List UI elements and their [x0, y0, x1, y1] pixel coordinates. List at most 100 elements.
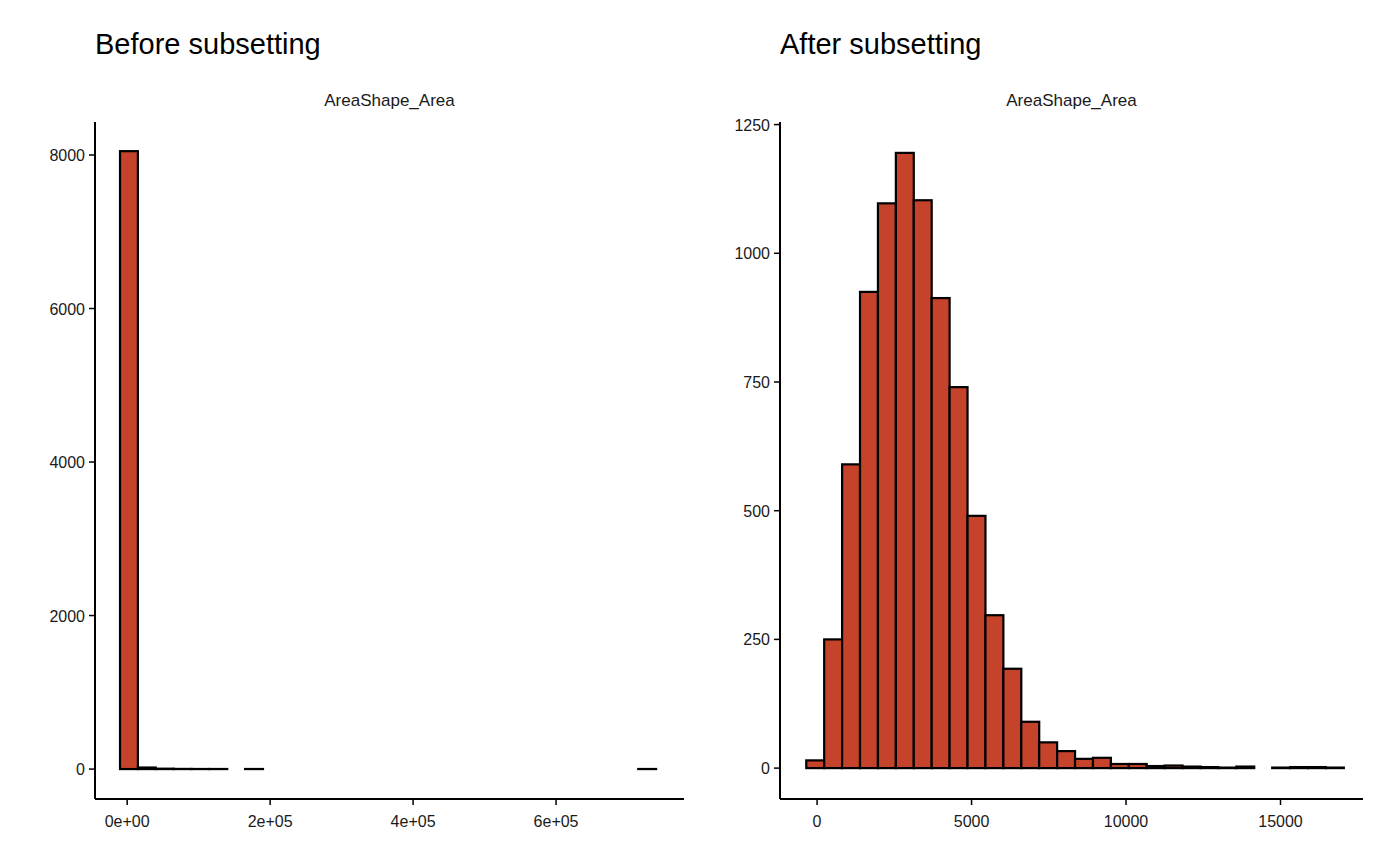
y-tick — [774, 639, 780, 641]
bar — [156, 768, 174, 771]
bar — [406, 768, 424, 770]
x-tick-label: 6e+05 — [534, 813, 579, 830]
bar — [138, 768, 156, 770]
y-tick — [89, 154, 95, 156]
bar — [1183, 767, 1201, 769]
x-tick-label: 0e+00 — [105, 813, 150, 830]
bar — [896, 153, 914, 768]
bar — [191, 768, 209, 770]
bar — [334, 768, 352, 770]
y-tick-label: 250 — [743, 631, 770, 648]
x-tick-label: 4e+05 — [391, 813, 436, 830]
x-axis-line — [95, 798, 684, 800]
bar — [1147, 766, 1165, 768]
x-tick-label: 0 — [813, 813, 822, 830]
x-tick — [555, 799, 557, 805]
y-tick-label: 1250 — [734, 117, 770, 134]
bar — [603, 768, 621, 770]
bar — [1326, 766, 1344, 769]
y-tick-label: 0 — [76, 761, 85, 778]
y-tick-label: 750 — [743, 374, 770, 391]
bar — [442, 768, 460, 770]
y-tick — [774, 124, 780, 126]
x-tick-label: 5000 — [954, 813, 990, 830]
y-tick — [89, 768, 95, 770]
y-tick — [89, 308, 95, 310]
x-tick-label: 15000 — [1258, 813, 1303, 830]
x-tick — [816, 799, 818, 805]
x-tick — [126, 799, 128, 805]
bar — [513, 768, 531, 770]
panel: Before subsetting AreaShape_Area 0 2000 4000… — [49, 28, 684, 830]
bar — [985, 615, 1003, 768]
y-tick-label: 0 — [761, 760, 770, 777]
x-tick — [1280, 799, 1282, 805]
bar — [1057, 751, 1075, 768]
y-tick-label: 2000 — [49, 608, 85, 625]
bar — [1236, 767, 1254, 769]
y-tick-label: 1000 — [734, 245, 770, 262]
bar — [388, 768, 406, 770]
y-axis-line — [779, 122, 781, 799]
bar — [585, 768, 603, 770]
x-tick — [269, 799, 271, 805]
bar — [317, 768, 335, 770]
y-tick-label: 500 — [743, 503, 770, 520]
bar — [424, 768, 442, 770]
x-tick-label: 10000 — [1104, 813, 1149, 830]
strip-label: AreaShape_Area — [1006, 91, 1137, 110]
bar — [549, 768, 567, 770]
title: Before subsetting — [95, 28, 321, 60]
bar — [1272, 766, 1290, 769]
bar — [477, 768, 495, 770]
y-tick — [89, 461, 95, 463]
bars — [806, 153, 1344, 768]
bar — [245, 768, 263, 770]
bar — [263, 768, 281, 770]
bar — [1003, 669, 1021, 768]
panel: After subsetting AreaShape_Area 0 250 500 750… — [734, 28, 1363, 830]
x-tick-label: 2e+05 — [248, 813, 293, 830]
x-axis-line — [780, 798, 1363, 800]
bar — [968, 516, 986, 768]
bar — [174, 768, 192, 770]
bar — [806, 760, 824, 768]
bar — [860, 292, 878, 768]
bar — [352, 768, 370, 770]
bar — [950, 387, 968, 768]
bar — [1039, 742, 1057, 768]
bar — [1290, 767, 1308, 768]
bar — [1200, 767, 1218, 768]
bar — [1021, 722, 1039, 768]
bar — [531, 768, 549, 770]
title: After subsetting — [780, 28, 982, 60]
bar — [1111, 764, 1129, 768]
bar — [1218, 766, 1236, 769]
bar — [120, 151, 138, 769]
bar — [1075, 759, 1093, 768]
y-tick-label: 8000 — [49, 147, 85, 164]
y-axis-line — [94, 122, 96, 799]
y-tick — [774, 381, 780, 383]
bar — [620, 768, 638, 770]
bar — [932, 298, 950, 768]
bar — [878, 203, 896, 768]
strip-label: AreaShape_Area — [324, 91, 455, 110]
x-tick — [1125, 799, 1127, 805]
y-tick — [774, 510, 780, 512]
x-tick — [412, 799, 414, 805]
y-tick — [774, 253, 780, 255]
y-tick-label: 4000 — [49, 454, 85, 471]
bar — [567, 768, 585, 770]
bar — [824, 639, 842, 768]
bar — [227, 768, 245, 770]
y-tick — [89, 615, 95, 617]
bar — [495, 768, 513, 770]
bar — [1129, 764, 1147, 768]
bar — [1165, 766, 1183, 769]
y-tick — [774, 767, 780, 769]
bar — [1093, 758, 1111, 768]
bar — [914, 200, 932, 768]
x-tick — [971, 799, 973, 805]
bar — [1254, 767, 1272, 769]
